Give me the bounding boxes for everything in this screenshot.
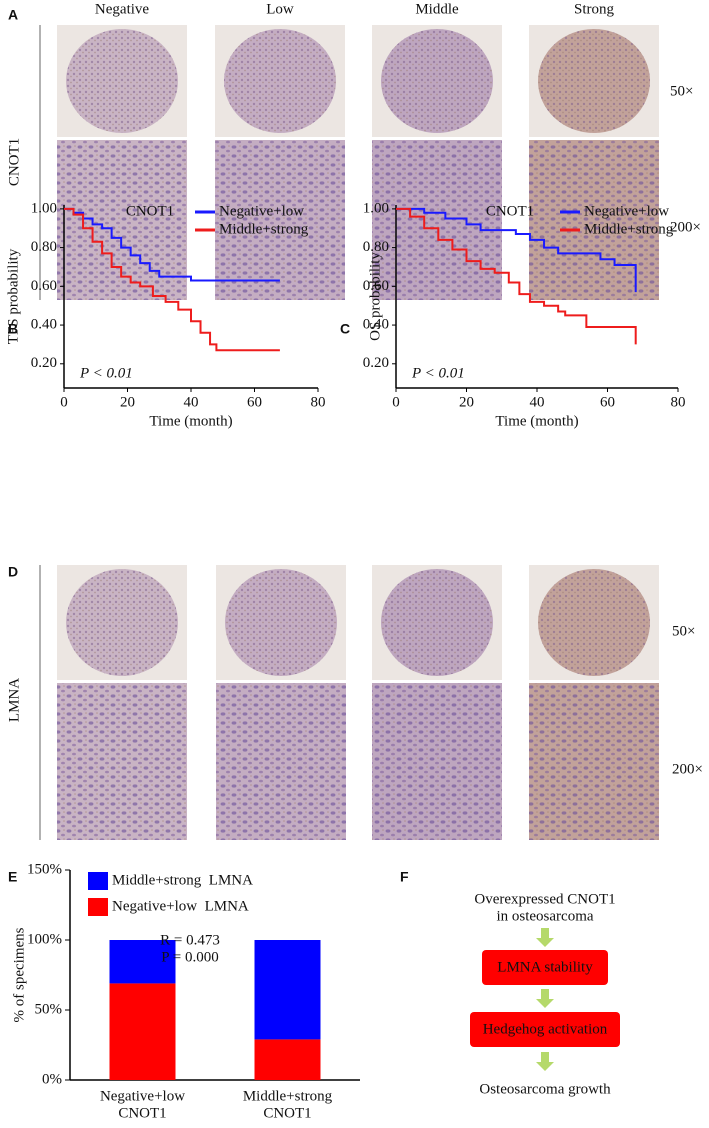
y-tick-label: 0.80 (363, 239, 389, 255)
annotation: P = 0.000 (161, 949, 219, 965)
tissue-detail-texture (372, 140, 502, 300)
y-tick-label: 0.40 (363, 317, 389, 333)
magnification: 200× (672, 761, 703, 777)
y-tick-label: 0.20 (363, 355, 389, 371)
y-tick-label: 0.60 (31, 278, 57, 294)
tissue-detail-texture (372, 683, 502, 840)
flow-arrow (536, 928, 554, 947)
magnification: 50× (670, 83, 693, 99)
chart-title: CNOT1 (486, 203, 534, 219)
panel-label: B (8, 321, 18, 337)
x-tick-label: 0 (60, 394, 68, 410)
flow-box-text: Hedgehog activation (483, 1021, 608, 1037)
panel-label: C (340, 321, 350, 337)
bar-segment (254, 1039, 321, 1080)
annotation: R = 0.473 (160, 932, 220, 948)
column-header: Low (266, 1, 294, 17)
column-header: Negative (95, 1, 149, 17)
magnification: 200× (670, 219, 701, 235)
x-tick-label: 80 (671, 394, 686, 410)
tissue-core-texture (224, 29, 336, 133)
flow-box-text: LMNA stability (497, 959, 593, 975)
x-tick-label: 60 (247, 394, 262, 410)
y-axis-label: TFS probability (5, 248, 21, 344)
legend-label: Negative+low LMNA (112, 898, 249, 914)
column-header: Strong (574, 1, 615, 17)
x-tick-label: 80 (311, 394, 326, 410)
y-axis-label: OS probability (367, 252, 383, 341)
tissue-core-texture (538, 569, 650, 676)
tissue-detail-texture (529, 683, 659, 840)
flow-box (482, 950, 608, 985)
tissue-detail-texture (529, 140, 659, 300)
x-tick-label: 20 (120, 394, 135, 410)
y-tick-label: 0.20 (31, 355, 57, 371)
x-tick-label: 0 (392, 394, 400, 410)
y-tick-label: 50% (35, 1001, 63, 1017)
bar-segment (109, 940, 176, 984)
y-tick-label: 1.00 (363, 200, 389, 216)
legend-label: Middle+strong (219, 221, 309, 237)
x-tick-label: Middle+strong (243, 1088, 333, 1104)
y-tick-label: 0.60 (363, 278, 389, 294)
annotation: P < 0.01 (79, 365, 133, 381)
y-tick-label: 1.00 (31, 200, 57, 216)
panel-label: F (400, 869, 409, 885)
x-tick-label: 60 (600, 394, 615, 410)
flow-arrow (536, 989, 554, 1008)
x-tick-label: 20 (459, 394, 474, 410)
tissue-core-texture (381, 569, 493, 676)
magnification: 50× (672, 623, 695, 639)
panel-label: D (8, 564, 18, 580)
x-tick-label: Negative+low (100, 1088, 185, 1104)
x-axis-label: Time (month) (149, 413, 232, 429)
tissue-core-texture (381, 29, 493, 133)
survival-curve (396, 207, 637, 345)
flow-text: in osteosarcoma (496, 908, 593, 924)
legend-label: Middle+strong LMNA (112, 872, 253, 888)
tissue-core-texture (66, 29, 178, 133)
y-tick-label: 150% (27, 861, 62, 877)
flow-text: Osteosarcoma growth (479, 1081, 611, 1097)
tissue-detail-texture (57, 683, 187, 840)
column-header: Middle (415, 1, 459, 17)
x-tick-label: 40 (530, 394, 545, 410)
annotation: P < 0.01 (411, 365, 465, 381)
flow-box (470, 1012, 620, 1047)
legend-swatch (88, 898, 108, 916)
y-tick-label: 100% (27, 931, 62, 947)
flow-arrow (536, 1052, 554, 1071)
y-axis-label: % of specimens (11, 927, 27, 1022)
x-axis-label: Time (month) (495, 413, 578, 429)
panel-label: A (8, 7, 18, 23)
x-tick-label: CNOT1 (118, 1105, 166, 1121)
tissue-core-texture (225, 569, 337, 676)
row-label: LMNA (6, 678, 22, 722)
survival-curve (396, 207, 637, 293)
row-label: CNOT1 (6, 138, 22, 186)
tissue-core-texture (66, 569, 178, 676)
legend-label: Middle+strong (584, 221, 674, 237)
bar-segment (254, 940, 321, 1040)
tissue-core-texture (538, 29, 650, 133)
tissue-detail-texture (215, 140, 345, 300)
survival-curve (64, 207, 280, 352)
tissue-detail-texture (216, 683, 346, 840)
y-tick-label: 0.80 (31, 239, 57, 255)
panel-label: E (8, 869, 17, 885)
legend-label: Negative+low (219, 203, 304, 219)
x-tick-label: CNOT1 (263, 1105, 311, 1121)
flow-text: Overexpressed CNOT1 (474, 891, 615, 907)
y-tick-label: 0% (42, 1071, 62, 1087)
bar-segment (109, 983, 176, 1080)
x-tick-label: 40 (184, 394, 199, 410)
legend-swatch (88, 872, 108, 890)
y-tick-label: 0.40 (31, 317, 57, 333)
legend-label: Negative+low (584, 203, 669, 219)
chart-title: CNOT1 (126, 203, 174, 219)
